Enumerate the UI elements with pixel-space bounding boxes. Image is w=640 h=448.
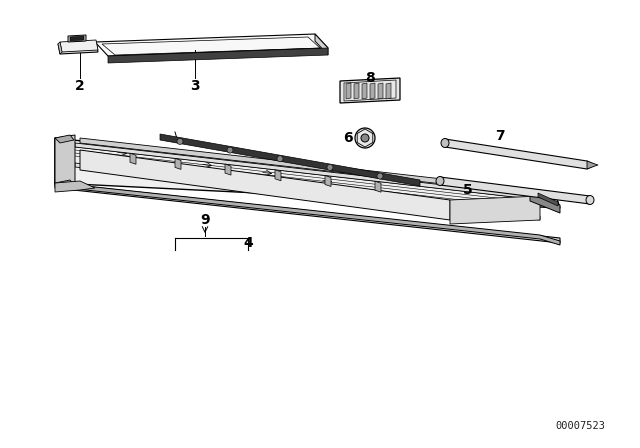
Polygon shape [340, 78, 400, 103]
Circle shape [377, 173, 383, 179]
Polygon shape [315, 34, 328, 55]
Text: 5: 5 [463, 183, 473, 197]
Polygon shape [95, 34, 328, 56]
Polygon shape [275, 170, 281, 181]
Polygon shape [108, 48, 328, 63]
Text: 6: 6 [343, 131, 353, 145]
Ellipse shape [436, 177, 444, 185]
Polygon shape [55, 181, 95, 192]
Polygon shape [55, 135, 75, 186]
Polygon shape [55, 138, 60, 185]
Circle shape [277, 156, 283, 162]
Circle shape [327, 164, 333, 170]
Text: 2: 2 [75, 79, 85, 93]
Polygon shape [325, 176, 331, 186]
Polygon shape [175, 159, 181, 169]
Polygon shape [530, 193, 560, 213]
Circle shape [177, 138, 183, 144]
Polygon shape [346, 83, 351, 99]
Polygon shape [370, 83, 375, 99]
Polygon shape [75, 163, 540, 220]
Polygon shape [55, 183, 560, 243]
Polygon shape [70, 36, 84, 41]
Polygon shape [160, 134, 420, 186]
Polygon shape [378, 83, 383, 99]
Polygon shape [440, 177, 590, 204]
Text: 9: 9 [200, 213, 210, 227]
Polygon shape [80, 138, 555, 200]
Text: 4: 4 [243, 236, 253, 250]
Text: 7: 7 [495, 129, 505, 143]
Polygon shape [80, 150, 450, 220]
Polygon shape [445, 139, 595, 169]
Polygon shape [58, 42, 98, 54]
Ellipse shape [586, 195, 594, 204]
Polygon shape [587, 161, 598, 169]
Polygon shape [362, 83, 367, 99]
Text: 8: 8 [365, 71, 375, 85]
Ellipse shape [441, 138, 449, 147]
Circle shape [361, 134, 369, 142]
Circle shape [355, 128, 375, 148]
Polygon shape [68, 35, 86, 42]
Polygon shape [354, 83, 359, 99]
Polygon shape [58, 183, 560, 245]
Polygon shape [55, 138, 560, 208]
Polygon shape [55, 180, 74, 188]
Polygon shape [538, 193, 558, 206]
Polygon shape [450, 196, 540, 224]
Polygon shape [225, 164, 231, 175]
Text: 3: 3 [190, 79, 200, 93]
Polygon shape [55, 135, 74, 143]
Circle shape [227, 147, 233, 153]
Polygon shape [130, 153, 136, 164]
Polygon shape [60, 40, 98, 52]
Polygon shape [75, 143, 540, 200]
Text: 00007523: 00007523 [555, 421, 605, 431]
Polygon shape [58, 42, 62, 54]
Polygon shape [375, 181, 381, 192]
Polygon shape [386, 83, 391, 99]
